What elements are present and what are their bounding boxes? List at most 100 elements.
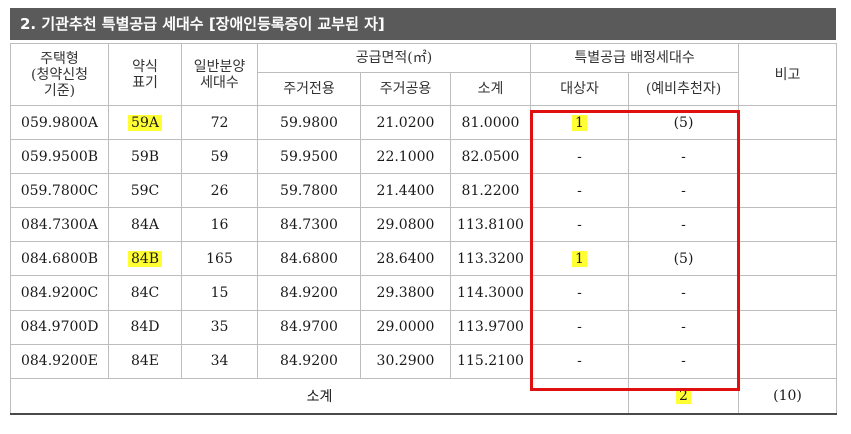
header-remarks: 비고	[738, 43, 838, 106]
cell-special-target: -	[530, 343, 630, 379]
total-target: 2	[628, 377, 740, 416]
cell-area-common: 30.2900	[360, 343, 451, 379]
header-area-common: 주거공용	[360, 72, 451, 106]
cell-abbrev-highlight: 84B	[127, 250, 163, 267]
cell-area-common: 21.4400	[360, 173, 451, 209]
table-row: 084.7300A 84A 16 84.7300 29.0800 113.8100- -	[10, 207, 838, 243]
cell-area-private: 84.9700	[257, 309, 361, 345]
cell-area-private: 84.6800	[257, 241, 361, 277]
header-abbrev: 약식 표기	[108, 43, 182, 106]
cell-abbrev: 59A	[108, 104, 182, 141]
special-supply-table: 주택형 (청약신청 기준) 약식 표기 일반분양 세대수 공급면적(㎡) 특별공…	[9, 43, 838, 416]
cell-general-units: 16	[181, 207, 258, 243]
cell-area-subtotal: 81.0000	[449, 104, 532, 141]
header-area-private: 주거전용	[257, 72, 361, 106]
cell-special-reserve: -	[628, 139, 740, 175]
cell-area-common: 29.0000	[360, 309, 451, 345]
cell-abbrev: 59B	[108, 139, 182, 175]
cell-area-subtotal: 115.2100	[449, 343, 532, 379]
table-row: 084.9700D 84D 35 84.9700 29.0000 113.9700- -	[10, 309, 838, 345]
cell-housing-type: 059.7800C	[10, 173, 109, 209]
header-area-group: 공급면적(㎡)	[256, 43, 532, 73]
table-body: 059.9800A 59A 72 59.9800 21.0200 81.0000 1 (5) 0…	[10, 104, 838, 379]
cell-area-private: 84.9200	[257, 343, 361, 379]
table-row: 059.9500B 59B 59 59.9500 22.1000 82.0500- -	[10, 139, 838, 175]
total-reserve: (10)	[738, 377, 838, 416]
cell-housing-type: 084.9700D	[10, 309, 109, 345]
cell-area-private: 84.7300	[257, 207, 361, 243]
cell-general-units: 26	[181, 173, 258, 209]
cell-area-private: 59.9800	[257, 104, 361, 141]
cell-remarks	[738, 241, 838, 277]
cell-abbrev: 84D	[108, 309, 182, 345]
cell-remarks	[738, 207, 838, 243]
table-row: 084.6800B 84B 165 84.6800 28.6400 113.3200 1 (5…	[10, 241, 838, 277]
cell-abbrev-highlight: 59A	[128, 114, 162, 131]
cell-housing-type: 084.7300A	[10, 207, 109, 243]
cell-area-private: 84.9200	[257, 275, 361, 311]
header-area-subtotal: 소계	[449, 72, 532, 106]
cell-area-common: 29.3800	[360, 275, 451, 311]
cell-abbrev: 59C	[108, 173, 182, 209]
cell-area-common: 21.0200	[360, 104, 451, 141]
cell-housing-type: 059.9800A	[10, 104, 109, 141]
cell-area-subtotal: 81.2200	[449, 173, 532, 209]
cell-special-target: 1	[530, 241, 630, 277]
cell-area-subtotal: 82.0500	[449, 139, 532, 175]
cell-special-target: -	[530, 207, 630, 243]
cell-area-common: 22.1000	[360, 139, 451, 175]
table-row: 059.7800C 59C 26 59.7800 21.4400 81.2200- -	[10, 173, 838, 209]
header-housing-type: 주택형 (청약신청 기준)	[10, 43, 109, 106]
cell-housing-type: 084.9200C	[10, 275, 109, 311]
cell-area-subtotal: 113.8100	[449, 207, 532, 243]
cell-special-reserve: -	[628, 207, 740, 243]
cell-special-reserve: -	[628, 309, 740, 345]
header-special-group: 특별공급 배정세대수	[530, 43, 740, 73]
total-label: 소계	[9, 377, 630, 416]
cell-remarks	[738, 104, 838, 141]
cell-special-target-highlight: 1	[572, 114, 587, 131]
cell-general-units: 35	[181, 309, 258, 345]
cell-special-target: -	[530, 139, 630, 175]
cell-remarks	[738, 139, 838, 175]
cell-abbrev: 84C	[108, 275, 182, 311]
cell-remarks	[738, 343, 838, 379]
section-title: 2. 기관추천 특별공급 세대수 [장애인등록증이 교부된 자]	[10, 8, 836, 40]
cell-special-target: -	[530, 309, 630, 345]
cell-area-private: 59.9500	[257, 139, 361, 175]
cell-remarks	[738, 173, 838, 209]
cell-general-units: 15	[181, 275, 258, 311]
cell-general-units: 72	[181, 104, 258, 141]
header-general-units: 일반분양 세대수	[181, 43, 258, 106]
cell-area-private: 59.7800	[257, 173, 361, 209]
cell-area-subtotal: 113.9700	[449, 309, 532, 345]
cell-general-units: 59	[181, 139, 258, 175]
cell-remarks	[738, 275, 838, 311]
cell-special-reserve: (5)	[628, 241, 740, 277]
header-special-target: 대상자	[530, 72, 630, 106]
cell-general-units: 165	[181, 241, 258, 277]
total-row: 소계 2 (10)	[9, 377, 838, 416]
cell-housing-type: 059.9500B	[10, 139, 109, 175]
cell-special-reserve: -	[628, 173, 740, 209]
cell-abbrev: 84B	[108, 241, 182, 277]
cell-area-subtotal: 113.3200	[449, 241, 532, 277]
cell-remarks	[738, 309, 838, 345]
cell-housing-type: 084.9200E	[10, 343, 109, 379]
cell-special-target: 1	[530, 104, 630, 141]
cell-special-target: -	[530, 173, 630, 209]
table-row: 059.9800A 59A 72 59.9800 21.0200 81.0000 1 (5)	[10, 104, 838, 141]
cell-housing-type: 084.6800B	[10, 241, 109, 277]
cell-general-units: 34	[181, 343, 258, 379]
cell-abbrev: 84A	[108, 207, 182, 243]
cell-special-reserve: (5)	[628, 104, 740, 141]
cell-special-target-highlight: 1	[572, 250, 587, 267]
cell-special-target: -	[530, 275, 630, 311]
cell-area-subtotal: 114.3000	[449, 275, 532, 311]
cell-area-common: 29.0800	[360, 207, 451, 243]
total-target-value: 2	[676, 388, 691, 404]
table-row: 084.9200C 84C 15 84.9200 29.3800 114.3000- -	[10, 275, 838, 311]
cell-special-reserve: -	[628, 275, 740, 311]
cell-area-common: 28.6400	[360, 241, 451, 277]
cell-special-reserve: -	[628, 343, 740, 379]
